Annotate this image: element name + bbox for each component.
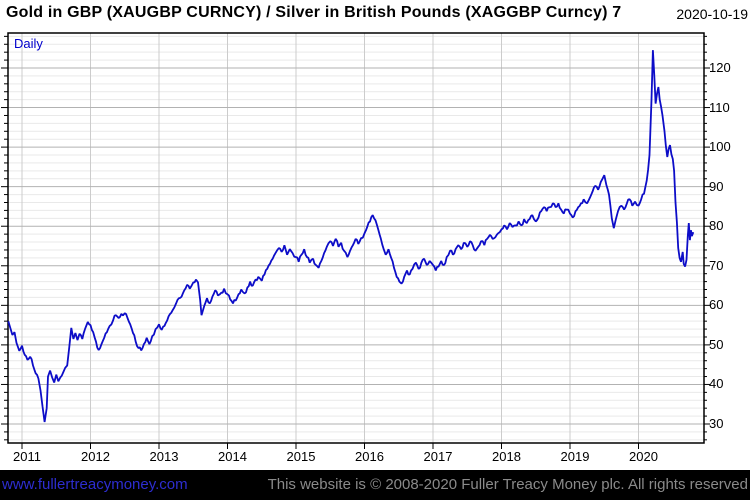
x-axis-label: 2014 xyxy=(218,449,247,464)
y-axis-label: 90 xyxy=(709,178,724,194)
x-axis-label: 2013 xyxy=(149,449,179,464)
footer-bar: www.fullertreacymoney.com This website i… xyxy=(0,470,750,500)
y-axis-label: 30 xyxy=(709,416,724,431)
y-axis-label: 60 xyxy=(709,297,724,313)
y-axis-label: 120 xyxy=(709,60,731,75)
frequency-label: Daily xyxy=(14,36,43,51)
x-axis-label: 2018 xyxy=(492,449,521,464)
x-axis-label: 2012 xyxy=(81,449,110,464)
price-line xyxy=(7,50,695,423)
plot-border xyxy=(7,32,705,444)
x-axis-label: 2015 xyxy=(286,449,316,464)
chart-canvas[interactable] xyxy=(0,0,750,470)
y-axis-label: 70 xyxy=(709,257,724,273)
x-axis-label: 2011 xyxy=(13,449,41,464)
y-axis-label: 50 xyxy=(709,336,724,352)
footer-copyright: This website is © 2008-2020 Fuller Treac… xyxy=(267,476,748,493)
x-axis-label: 2020 xyxy=(629,449,658,464)
chart-date: 2020-10-19 xyxy=(673,6,748,22)
y-axis-label: 100 xyxy=(709,139,731,155)
x-axis-label: 2016 xyxy=(355,449,384,464)
chart-title: Gold in GBP (XAUGBP CURNCY) / Silver in … xyxy=(6,4,622,21)
y-axis-label: 80 xyxy=(709,218,724,234)
x-axis-label: 2019 xyxy=(560,449,590,464)
x-axis-label: 2017 xyxy=(423,449,453,464)
footer-website-link[interactable]: www.fullertreacymoney.com xyxy=(2,476,188,493)
y-axis-label: 40 xyxy=(709,376,724,392)
y-axis-label: 110 xyxy=(709,99,730,115)
